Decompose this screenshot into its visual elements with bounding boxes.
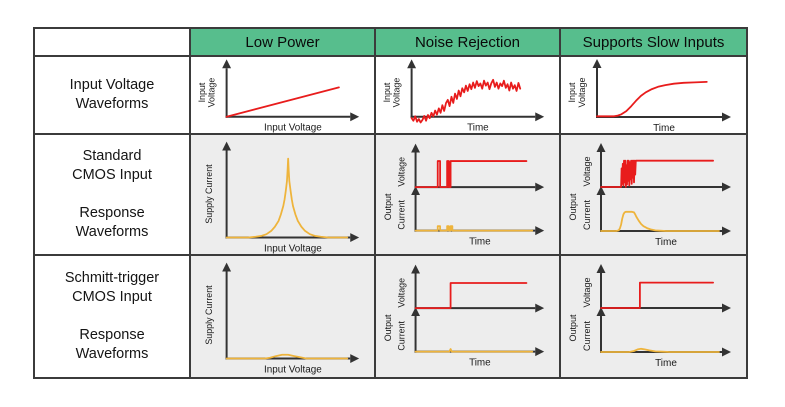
outer-y-axis-label: Output	[383, 193, 393, 220]
x-axis-arrow-icon	[350, 233, 360, 242]
row-label-standard-cmos: Standard CMOS Input Response Waveforms	[35, 135, 191, 256]
top-y-axis-label: Voltage	[582, 277, 592, 307]
column-header-supports-slow-inputs: Supports Slow Inputs	[561, 29, 746, 57]
waveform-red	[600, 281, 715, 309]
x-axis-label: Time	[655, 358, 677, 369]
plot-svg: Input Voltage Time	[567, 59, 731, 134]
comparison-table: Low Power Noise Rejection Supports Slow …	[33, 27, 748, 379]
y-axis-arrow-icon	[411, 307, 421, 317]
waveform-yellow	[414, 225, 534, 232]
y-axis-arrow-icon	[596, 186, 606, 195]
waveform-red	[600, 159, 715, 188]
waveform-yellow	[225, 353, 349, 360]
y-axis-arrow-icon	[411, 186, 421, 196]
x-axis-arrow-icon	[535, 347, 545, 357]
bottom-y-axis-label: Current	[582, 199, 592, 230]
row-label-input-voltage-waveforms: Input Voltage Waveforms	[35, 57, 191, 135]
x-axis-arrow-icon	[722, 226, 731, 236]
plot-svg: Input Voltage Time	[382, 59, 545, 134]
row-label-schmitt-trigger-cmos: Schmitt-trigger CMOS Input Response Wave…	[35, 256, 191, 377]
waveform-yellow	[600, 347, 720, 353]
y-axis-arrow-icon	[411, 143, 421, 153]
bottom-y-axis-label: Current	[582, 320, 592, 351]
y-axis-arrow-icon	[592, 59, 602, 68]
y-axis-label: Input	[197, 82, 207, 102]
plot-svg: Supply Current Input Voltage	[204, 262, 360, 375]
y-axis-arrow-icon	[222, 59, 232, 69]
y-axis-arrow-icon	[596, 143, 606, 152]
bottom-y-axis-label: Current	[397, 320, 407, 350]
waveform-red	[596, 80, 708, 118]
plot-standard-cmos-noise-rejection: Voltage Current Output Time	[376, 135, 561, 256]
x-axis-arrow-icon	[722, 303, 731, 313]
plot-svg: Voltage Current Output Time	[568, 264, 731, 369]
plot-schmitt-cmos-noise-rejection: Voltage Current Output Time	[376, 256, 561, 377]
y-axis-label: Supply Current	[204, 285, 214, 345]
plot-schmitt-cmos-low-power: Supply Current Input Voltage	[191, 256, 376, 377]
x-axis-arrow-icon	[350, 354, 360, 363]
waveform-red	[414, 160, 528, 188]
corner-cell	[35, 29, 191, 57]
y-axis-arrow-icon	[407, 59, 417, 69]
x-axis-label: Input Voltage	[264, 243, 322, 254]
column-header-noise-rejection: Noise Rejection	[376, 29, 561, 57]
plot-input-voltage-slow-inputs: Input Voltage Time	[561, 57, 746, 135]
plot-schmitt-cmos-slow-inputs: Voltage Current Output Time	[561, 256, 746, 377]
y-axis-label: Input	[382, 82, 392, 102]
x-axis-label: Input Voltage	[264, 364, 322, 375]
waveform-red	[225, 86, 340, 118]
waveform-red	[410, 78, 522, 124]
x-axis-label: Time	[467, 123, 489, 134]
outer-y-axis-label: Output	[568, 314, 578, 342]
plot-input-voltage-noise-rejection: Input Voltage Time	[376, 57, 561, 135]
y-axis-arrow-icon	[222, 262, 232, 272]
x-axis-arrow-icon	[535, 303, 545, 313]
waveform-yellow	[600, 210, 720, 232]
y-axis-arrow-icon	[596, 307, 606, 316]
x-axis-arrow-icon	[350, 112, 360, 122]
plot-svg: Voltage Current Output Time	[568, 143, 731, 248]
plot-svg: Voltage Current Output Time	[383, 143, 545, 247]
y-axis-arrow-icon	[222, 141, 232, 151]
plot-svg: Voltage Current Output Time	[383, 264, 545, 368]
plot-standard-cmos-low-power: Supply Current Input Voltage	[191, 135, 376, 256]
column-header-low-power: Low Power	[191, 29, 376, 57]
waveform-red	[414, 282, 528, 309]
top-y-axis-label: Voltage	[397, 157, 407, 187]
x-axis-arrow-icon	[722, 182, 731, 192]
plot-svg: Input Voltage Input Voltage	[197, 59, 360, 134]
x-axis-label: Input Voltage	[264, 123, 322, 134]
x-axis-label: Time	[469, 357, 491, 368]
y-axis-label: Voltage	[392, 78, 402, 108]
x-axis-arrow-icon	[722, 112, 731, 122]
x-axis-arrow-icon	[535, 226, 545, 236]
y-axis-arrow-icon	[411, 264, 421, 274]
plot-standard-cmos-slow-inputs: Voltage Current Output Time	[561, 135, 746, 256]
outer-y-axis-label: Output	[383, 314, 393, 341]
x-axis-arrow-icon	[535, 182, 545, 192]
x-axis-label: Time	[655, 237, 677, 248]
y-axis-label: Voltage	[577, 77, 587, 107]
x-axis-label: Time	[469, 236, 491, 247]
x-axis-label: Time	[653, 123, 675, 134]
waveform-yellow	[225, 157, 349, 239]
top-y-axis-label: Voltage	[582, 156, 592, 186]
x-axis-arrow-icon	[535, 112, 545, 122]
waveform-yellow	[414, 348, 534, 353]
bottom-y-axis-label: Current	[397, 199, 407, 229]
outer-y-axis-label: Output	[568, 193, 578, 221]
top-y-axis-label: Voltage	[397, 278, 407, 308]
x-axis-arrow-icon	[722, 347, 731, 357]
y-axis-label: Supply Current	[204, 164, 214, 224]
y-axis-arrow-icon	[596, 264, 606, 273]
plot-input-voltage-low-power: Input Voltage Input Voltage	[191, 57, 376, 135]
y-axis-label: Input	[567, 82, 577, 103]
plot-svg: Supply Current Input Voltage	[204, 141, 360, 254]
y-axis-label: Voltage	[207, 78, 217, 108]
